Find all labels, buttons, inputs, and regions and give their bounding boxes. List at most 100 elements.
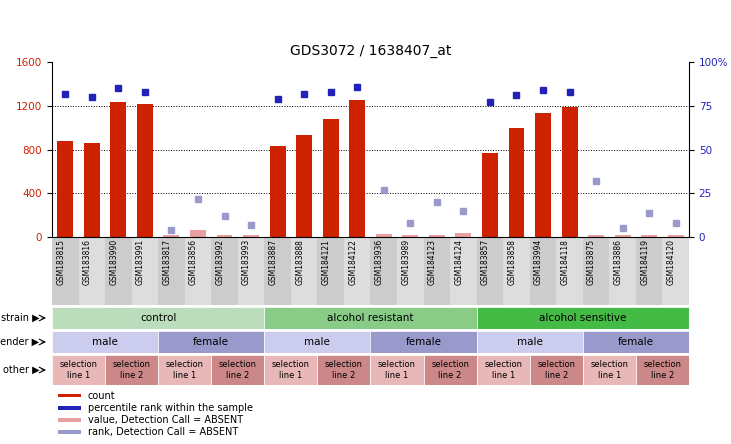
Bar — [583, 331, 689, 353]
Text: GSM183886: GSM183886 — [613, 239, 623, 285]
Text: GSM183994: GSM183994 — [534, 239, 543, 285]
Bar — [583, 237, 610, 305]
Bar — [57, 141, 73, 237]
Text: rank, Detection Call = ABSENT: rank, Detection Call = ABSENT — [88, 427, 238, 437]
Bar — [509, 127, 524, 237]
Text: male: male — [92, 337, 118, 347]
Bar — [52, 237, 78, 305]
Text: selection
line 2: selection line 2 — [643, 360, 681, 380]
Bar — [211, 237, 238, 305]
Bar — [58, 394, 81, 397]
Text: count: count — [88, 391, 115, 401]
Bar — [105, 355, 158, 385]
Bar — [265, 331, 371, 353]
Text: GSM184121: GSM184121 — [322, 239, 330, 285]
Text: selection
line 2: selection line 2 — [113, 360, 151, 380]
Text: GSM183993: GSM183993 — [242, 239, 251, 285]
Bar — [243, 235, 259, 237]
Bar — [58, 430, 81, 434]
Bar — [636, 355, 689, 385]
Bar — [216, 235, 232, 237]
Bar — [423, 355, 477, 385]
Bar — [52, 331, 158, 353]
Text: selection
line 1: selection line 1 — [591, 360, 629, 380]
Text: alcohol sensitive: alcohol sensitive — [539, 313, 626, 323]
Bar — [423, 237, 450, 305]
Bar — [588, 235, 604, 237]
Text: selection
line 2: selection line 2 — [431, 360, 469, 380]
Bar — [344, 237, 371, 305]
Text: alcohol resistant: alcohol resistant — [327, 313, 414, 323]
Text: selection
line 1: selection line 1 — [484, 360, 522, 380]
Bar — [291, 237, 317, 305]
Text: GSM183857: GSM183857 — [481, 239, 490, 285]
Text: control: control — [140, 313, 176, 323]
Bar — [58, 418, 81, 422]
Bar — [455, 233, 471, 237]
Text: percentile rank within the sample: percentile rank within the sample — [88, 403, 253, 413]
Bar — [667, 235, 683, 237]
Bar — [641, 235, 657, 237]
Bar — [503, 237, 530, 305]
Bar — [371, 331, 477, 353]
Bar — [296, 135, 312, 237]
Text: selection
line 1: selection line 1 — [166, 360, 204, 380]
Bar — [58, 406, 81, 409]
Bar — [52, 355, 105, 385]
Bar — [265, 355, 317, 385]
Text: GSM183817: GSM183817 — [162, 239, 172, 285]
Bar — [530, 355, 583, 385]
Bar — [556, 237, 583, 305]
Text: GSM184120: GSM184120 — [667, 239, 675, 285]
Bar — [402, 235, 418, 237]
Bar — [211, 355, 265, 385]
Bar — [561, 107, 577, 237]
Bar — [322, 119, 338, 237]
Text: male: male — [517, 337, 542, 347]
Bar — [450, 237, 477, 305]
Text: selection
line 1: selection line 1 — [59, 360, 97, 380]
Text: GSM184119: GSM184119 — [640, 239, 649, 285]
Bar — [535, 113, 551, 237]
Bar — [317, 237, 344, 305]
Text: value, Detection Call = ABSENT: value, Detection Call = ABSENT — [88, 415, 243, 425]
Text: selection
line 2: selection line 2 — [219, 360, 257, 380]
Text: GSM183816: GSM183816 — [83, 239, 92, 285]
Text: GSM184122: GSM184122 — [348, 239, 357, 285]
Text: strain ▶: strain ▶ — [1, 313, 39, 323]
Text: GSM183989: GSM183989 — [401, 239, 410, 285]
Bar — [158, 355, 211, 385]
Bar — [110, 103, 126, 237]
Text: GSM184123: GSM184123 — [428, 239, 437, 285]
Bar — [371, 237, 397, 305]
Text: female: female — [193, 337, 230, 347]
Text: female: female — [406, 337, 442, 347]
Bar — [270, 146, 286, 237]
Bar — [238, 237, 265, 305]
Bar — [190, 230, 206, 237]
Bar — [477, 355, 530, 385]
Bar — [137, 103, 153, 237]
Text: GSM183856: GSM183856 — [189, 239, 198, 285]
Text: GSM184118: GSM184118 — [561, 239, 569, 285]
Text: GSM183992: GSM183992 — [216, 239, 224, 285]
Bar — [105, 237, 132, 305]
Bar — [610, 237, 636, 305]
Text: GSM183875: GSM183875 — [587, 239, 596, 285]
Text: GSM183858: GSM183858 — [507, 239, 517, 285]
Bar — [158, 331, 265, 353]
Bar — [583, 355, 636, 385]
Text: selection
line 1: selection line 1 — [272, 360, 310, 380]
Bar — [636, 237, 662, 305]
Bar — [429, 235, 445, 237]
Text: GSM183991: GSM183991 — [136, 239, 145, 285]
Text: GSM183888: GSM183888 — [295, 239, 304, 285]
Text: GSM183990: GSM183990 — [110, 239, 118, 285]
Text: gender ▶: gender ▶ — [0, 337, 39, 347]
Text: GSM183887: GSM183887 — [268, 239, 278, 285]
Text: GDS3072 / 1638407_at: GDS3072 / 1638407_at — [289, 44, 451, 58]
Bar — [265, 237, 291, 305]
Bar — [376, 234, 392, 237]
Bar — [482, 153, 498, 237]
Bar — [349, 100, 366, 237]
